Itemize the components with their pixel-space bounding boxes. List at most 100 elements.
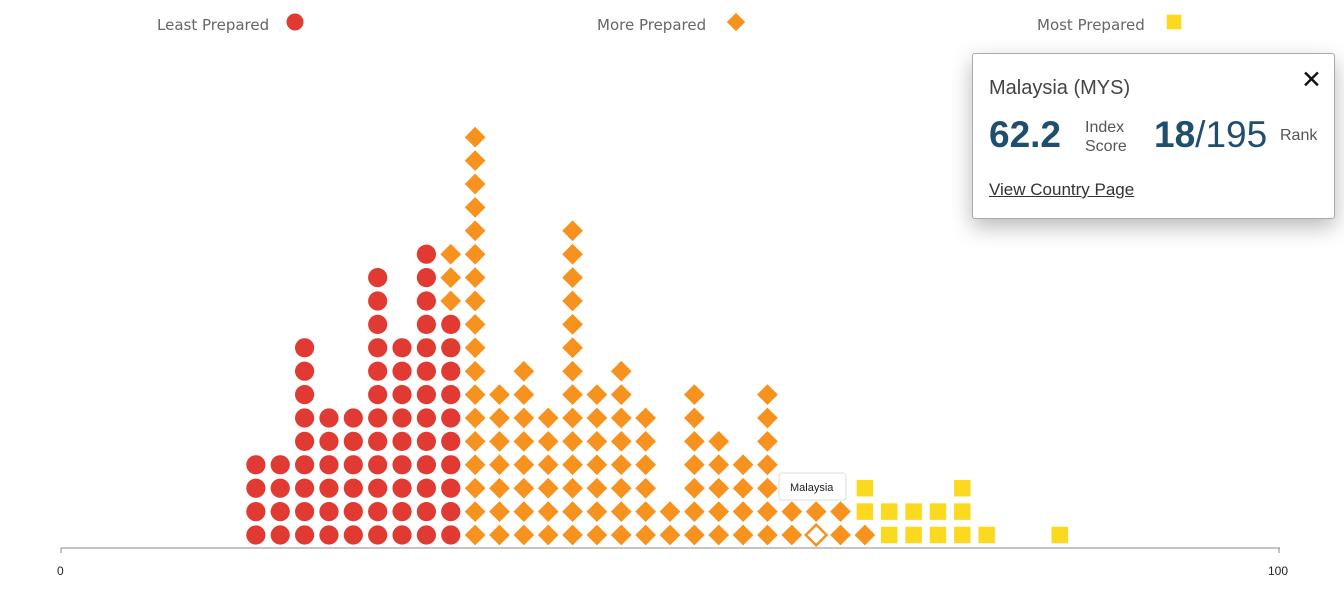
country-marker-diamond[interactable]: [513, 477, 535, 499]
country-marker-diamond[interactable]: [708, 477, 730, 499]
country-marker-circle[interactable]: [392, 385, 412, 405]
country-marker-circle[interactable]: [343, 431, 363, 451]
country-marker-circle[interactable]: [416, 502, 436, 522]
country-marker-diamond[interactable]: [610, 360, 632, 382]
country-marker-diamond[interactable]: [830, 524, 851, 546]
country-marker-circle[interactable]: [368, 314, 388, 334]
country-marker-diamond[interactable]: [708, 431, 730, 452]
country-marker-diamond[interactable]: [562, 337, 583, 359]
country-marker-square[interactable]: [856, 503, 874, 520]
country-marker-circle[interactable]: [441, 455, 461, 475]
country-marker-diamond[interactable]: [562, 431, 583, 452]
country-marker-circle[interactable]: [319, 478, 339, 498]
country-marker-diamond[interactable]: [610, 524, 632, 546]
country-marker-square[interactable]: [856, 479, 874, 497]
highlighted-country-marker[interactable]: [804, 522, 829, 548]
country-marker-circle[interactable]: [295, 338, 315, 358]
country-marker-circle[interactable]: [368, 408, 388, 428]
country-marker-diamond[interactable]: [781, 501, 803, 522]
country-marker-diamond[interactable]: [635, 407, 657, 429]
country-marker-diamond[interactable]: [464, 173, 486, 195]
country-marker-circle[interactable]: [319, 455, 339, 475]
country-marker-circle[interactable]: [368, 385, 388, 405]
country-marker-diamond[interactable]: [513, 454, 535, 476]
country-marker-circle[interactable]: [295, 478, 315, 498]
country-marker-diamond[interactable]: [537, 454, 559, 476]
country-marker-diamond[interactable]: [464, 337, 486, 359]
legend-diamond-icon[interactable]: [726, 12, 746, 32]
country-marker-diamond[interactable]: [489, 384, 510, 405]
country-marker-diamond[interactable]: [586, 477, 608, 499]
country-marker-square[interactable]: [929, 503, 947, 520]
country-marker-circle[interactable]: [416, 314, 436, 334]
country-marker-diamond[interactable]: [440, 243, 462, 265]
country-marker-diamond[interactable]: [562, 407, 583, 429]
country-marker-diamond[interactable]: [562, 384, 583, 405]
country-marker-diamond[interactable]: [586, 431, 608, 452]
country-marker-diamond[interactable]: [805, 501, 827, 522]
country-marker-diamond[interactable]: [562, 290, 583, 312]
country-marker-diamond[interactable]: [562, 220, 583, 242]
country-marker-diamond[interactable]: [757, 384, 778, 405]
country-marker-circle[interactable]: [343, 502, 363, 522]
country-marker-diamond[interactable]: [732, 477, 754, 499]
country-marker-circle[interactable]: [368, 502, 388, 522]
country-marker-circle[interactable]: [441, 314, 461, 334]
country-marker-diamond[interactable]: [659, 524, 681, 546]
country-marker-circle[interactable]: [295, 408, 315, 428]
country-marker-square[interactable]: [954, 526, 971, 544]
country-marker-circle[interactable]: [416, 244, 436, 264]
country-marker-circle[interactable]: [441, 478, 461, 498]
country-marker-circle[interactable]: [319, 408, 339, 428]
country-marker-circle[interactable]: [319, 502, 339, 522]
country-marker-diamond[interactable]: [635, 524, 657, 546]
country-marker-diamond[interactable]: [513, 360, 535, 382]
country-marker-diamond[interactable]: [683, 477, 705, 499]
country-marker-diamond[interactable]: [635, 431, 657, 452]
country-marker-diamond[interactable]: [562, 360, 583, 382]
country-marker-circle[interactable]: [416, 338, 436, 358]
country-marker-circle[interactable]: [270, 478, 290, 498]
country-marker-diamond[interactable]: [537, 431, 559, 452]
country-marker-diamond[interactable]: [464, 314, 486, 335]
country-marker-diamond[interactable]: [440, 290, 462, 312]
country-marker-circle[interactable]: [392, 455, 412, 475]
country-marker-diamond[interactable]: [683, 501, 705, 522]
country-marker-diamond[interactable]: [489, 454, 510, 476]
country-marker-square[interactable]: [929, 526, 947, 544]
country-marker-diamond[interactable]: [562, 243, 583, 265]
country-marker-circle[interactable]: [416, 478, 436, 498]
country-marker-diamond[interactable]: [464, 243, 486, 265]
country-marker-diamond[interactable]: [586, 454, 608, 476]
country-marker-circle[interactable]: [416, 455, 436, 475]
country-marker-diamond[interactable]: [464, 524, 486, 546]
country-marker-circle[interactable]: [416, 361, 436, 381]
country-marker-diamond[interactable]: [586, 384, 608, 405]
country-marker-diamond[interactable]: [610, 384, 632, 405]
country-marker-diamond[interactable]: [513, 524, 535, 546]
country-marker-circle[interactable]: [441, 431, 461, 451]
country-marker-diamond[interactable]: [708, 524, 730, 546]
country-marker-square[interactable]: [954, 503, 971, 520]
country-marker-diamond[interactable]: [562, 314, 583, 335]
country-marker-diamond[interactable]: [635, 454, 657, 476]
country-marker-diamond[interactable]: [489, 501, 510, 522]
country-marker-diamond[interactable]: [683, 431, 705, 452]
country-marker-circle[interactable]: [368, 478, 388, 498]
country-marker-circle[interactable]: [416, 408, 436, 428]
country-marker-circle[interactable]: [319, 431, 339, 451]
country-marker-diamond[interactable]: [464, 150, 486, 171]
country-marker-circle[interactable]: [368, 268, 388, 288]
country-marker-diamond[interactable]: [562, 454, 583, 476]
country-marker-circle[interactable]: [441, 408, 461, 428]
country-marker-diamond[interactable]: [464, 454, 486, 476]
country-marker-diamond[interactable]: [683, 454, 705, 476]
country-marker-circle[interactable]: [295, 385, 315, 405]
country-marker-circle[interactable]: [343, 408, 363, 428]
country-marker-diamond[interactable]: [586, 501, 608, 522]
country-marker-diamond[interactable]: [464, 477, 486, 499]
country-marker-square[interactable]: [880, 526, 898, 544]
country-marker-circle[interactable]: [246, 525, 266, 545]
country-marker-diamond[interactable]: [513, 384, 535, 405]
legend-square-icon[interactable]: [1166, 14, 1182, 30]
